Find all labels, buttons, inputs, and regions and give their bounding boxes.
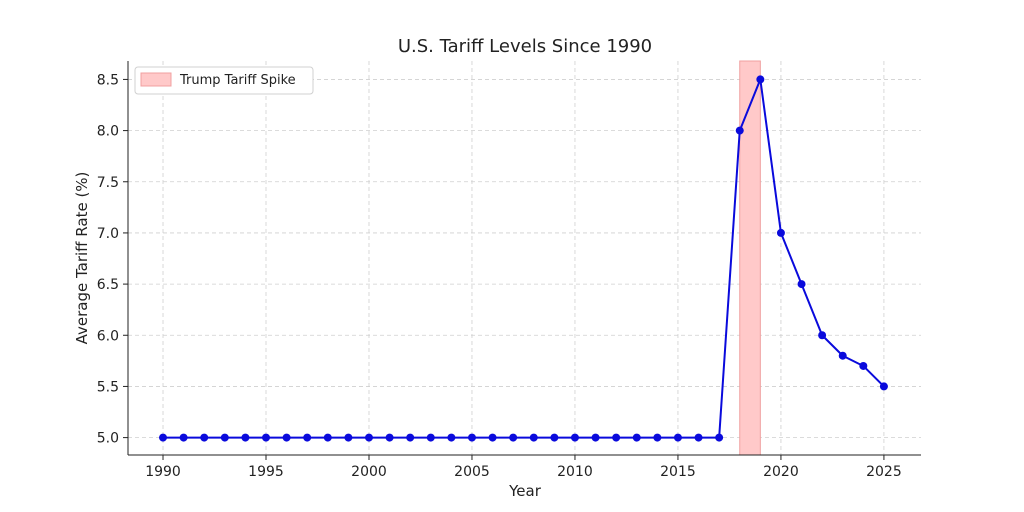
data-point	[406, 433, 415, 442]
data-point	[364, 433, 373, 442]
x-tick-label: 2020	[763, 464, 799, 480]
x-tick-label: 2015	[660, 464, 696, 480]
data-point	[282, 433, 291, 442]
data-point	[529, 433, 538, 442]
legend: Trump Tariff Spike	[134, 66, 314, 95]
data-point	[653, 433, 662, 442]
data-point	[838, 351, 847, 360]
y-tick-label: 5.0	[97, 431, 119, 447]
y-tick-label: 5.5	[97, 379, 119, 395]
data-point	[385, 433, 394, 442]
y-tick-label: 6.0	[97, 328, 119, 344]
data-point	[570, 433, 579, 442]
data-point	[426, 433, 435, 442]
data-point	[241, 433, 250, 442]
data-point	[262, 433, 271, 442]
x-axis-title: Year	[508, 482, 542, 500]
y-tick-label: 7.5	[97, 175, 119, 191]
highlight-span	[739, 60, 761, 456]
data-point	[776, 228, 785, 237]
data-point	[488, 433, 497, 442]
data-point	[756, 75, 765, 84]
chart-title: U.S. Tariff Levels Since 1990	[398, 36, 652, 57]
axes: 1990 1995 2000 2005 2010 2015 2020 2025 5.0 5.5 6.…	[97, 61, 921, 480]
data-point	[879, 382, 888, 391]
data-point	[591, 433, 600, 442]
x-tick-label: 1990	[145, 464, 181, 480]
data-point	[818, 331, 827, 340]
series-layer	[159, 75, 888, 442]
data-point	[797, 280, 806, 289]
y-tick-label: 7.0	[97, 226, 119, 242]
y-tick-label: 6.5	[97, 277, 119, 293]
x-tick-label: 2010	[557, 464, 593, 480]
data-point	[447, 433, 456, 442]
y-tick-label: 8.0	[97, 124, 119, 140]
x-tick-label: 2000	[351, 464, 387, 480]
data-point	[220, 433, 229, 442]
data-point	[859, 361, 868, 370]
data-point	[509, 433, 518, 442]
data-point	[735, 126, 744, 135]
data-point	[673, 433, 682, 442]
x-tick-label: 2005	[454, 464, 490, 480]
data-point	[715, 433, 724, 442]
y-tick-label: 8.5	[97, 72, 119, 88]
data-point	[612, 433, 621, 442]
data-point	[632, 433, 641, 442]
y-axis-title: Average Tariff Rate (%)	[73, 172, 91, 345]
data-point	[200, 433, 209, 442]
data-point	[550, 433, 559, 442]
x-tick-label: 1995	[248, 464, 284, 480]
data-point	[159, 433, 168, 442]
grid	[128, 61, 921, 455]
legend-frame	[134, 66, 314, 95]
data-point	[303, 433, 312, 442]
data-point	[323, 433, 332, 442]
data-point	[344, 433, 353, 442]
data-point	[694, 433, 703, 442]
data-point	[467, 433, 476, 442]
highlight-span-layer	[739, 60, 761, 456]
data-point	[179, 433, 188, 442]
legend-swatch	[140, 72, 172, 87]
legend-label: Trump Tariff Spike	[179, 73, 296, 88]
x-tick-label: 2025	[866, 464, 902, 480]
